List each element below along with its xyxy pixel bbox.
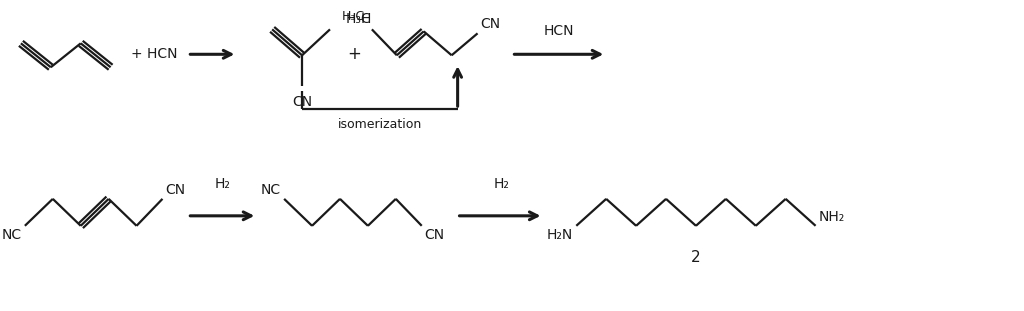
Text: CN: CN <box>166 183 185 197</box>
Text: NH₂: NH₂ <box>818 210 845 224</box>
Text: H₂: H₂ <box>494 177 509 191</box>
Text: CN: CN <box>425 228 444 242</box>
Text: HCN: HCN <box>544 24 574 38</box>
Text: CN: CN <box>292 95 312 109</box>
Text: H₃C: H₃C <box>345 12 371 26</box>
Text: +: + <box>347 45 360 63</box>
Text: NC: NC <box>261 183 282 197</box>
Text: H: H <box>360 12 371 26</box>
Text: isomerization: isomerization <box>338 118 422 131</box>
Text: 2: 2 <box>691 250 700 265</box>
Text: + HCN: + HCN <box>131 47 177 61</box>
Text: NC: NC <box>2 228 22 242</box>
Text: H₂: H₂ <box>214 177 230 191</box>
Text: CN: CN <box>480 17 501 31</box>
Text: H₂N: H₂N <box>547 228 573 242</box>
Text: H₃C: H₃C <box>342 10 365 23</box>
